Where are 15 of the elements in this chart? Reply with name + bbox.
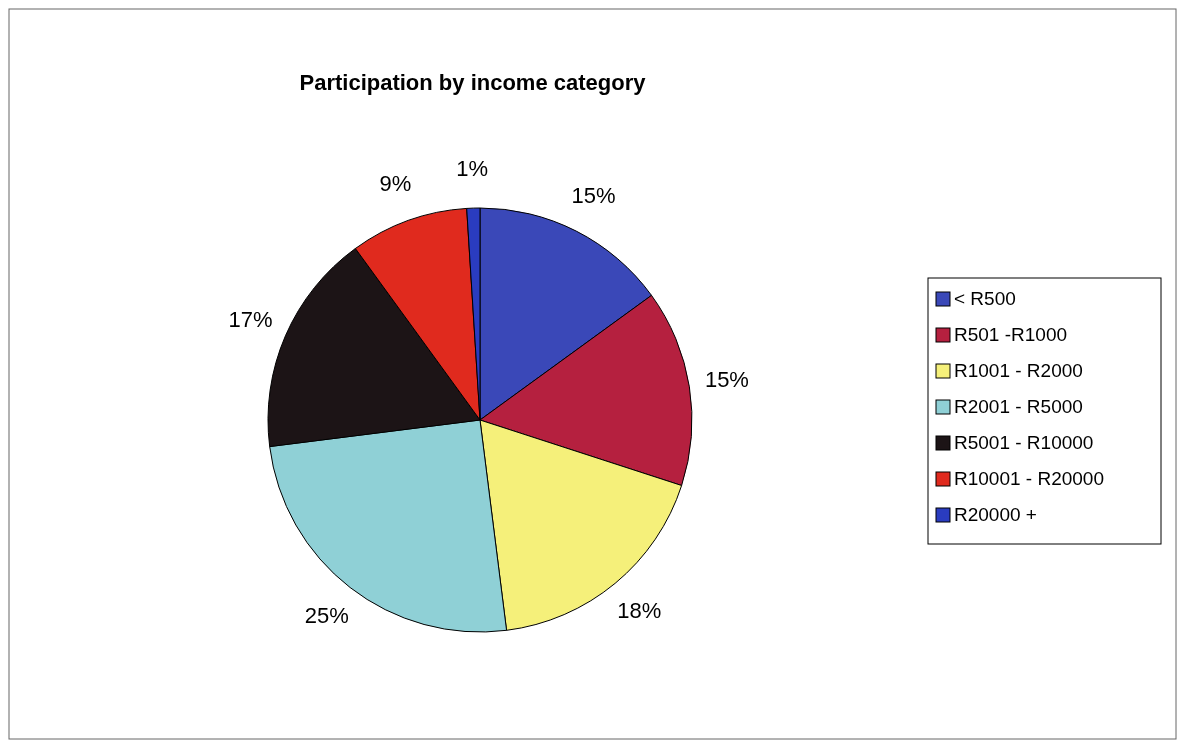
data-label: 9% [379,170,412,196]
legend-label: R20000 + [954,504,1037,525]
data-label: 25% [304,603,349,629]
legend-label: R501 -R1000 [954,324,1068,345]
data-label: 18% [617,598,662,624]
data-label: 15% [571,183,616,209]
legend-label: R10001 - R20000 [954,468,1104,489]
legend-label: < R500 [954,288,1016,309]
chart-title: Participation by income category [299,70,647,95]
data-label: 15% [704,366,749,392]
data-label: 1% [456,155,489,181]
legend-label: R5001 - R10000 [954,432,1094,453]
legend-label: R2001 - R5000 [954,396,1083,417]
data-label: 17% [228,306,273,332]
legend-label: R1001 - R2000 [954,360,1083,381]
